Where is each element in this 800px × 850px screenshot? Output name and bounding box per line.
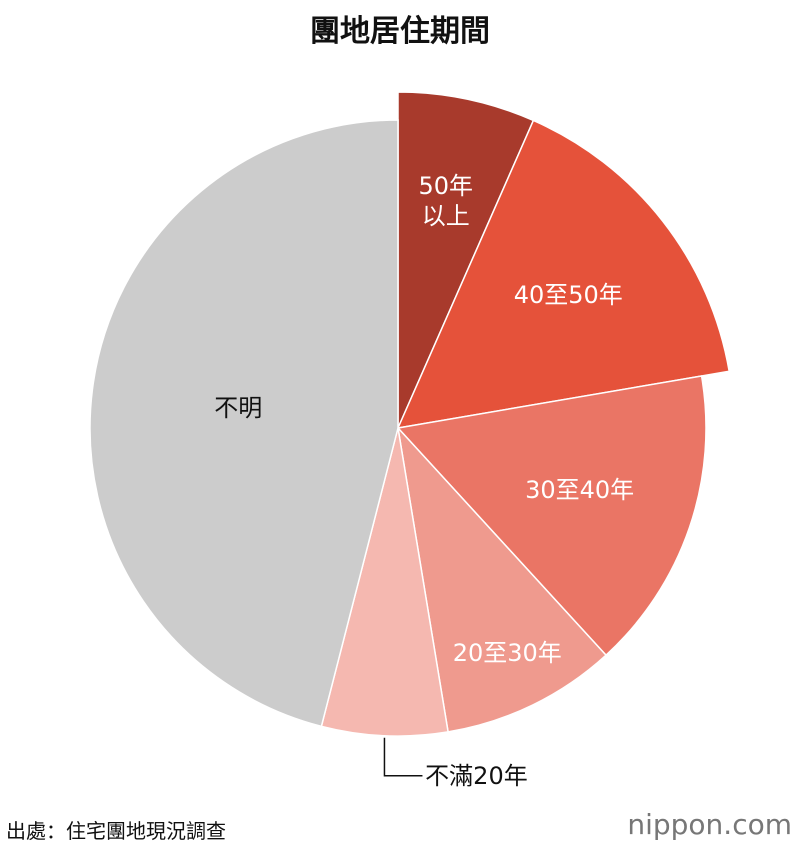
logo: nippon.com — [627, 808, 792, 841]
slice-label: 50年以上 — [418, 171, 474, 230]
pie-slice — [397, 91, 535, 429]
leader-line — [383, 737, 423, 777]
chart-title: 團地居住期間 — [310, 14, 490, 49]
slice-label: 30至40年 — [525, 476, 635, 505]
slice-label: 不明 — [214, 393, 263, 422]
slice-label: 不滿20年 — [425, 761, 528, 790]
source-note: 出處：住宅團地現況調查 — [6, 819, 226, 843]
slice-label: 40至50年 — [513, 281, 623, 310]
pie-slice — [320, 427, 449, 737]
pie-slice — [396, 375, 707, 657]
slice-label: 20至30年 — [452, 638, 562, 667]
pie-slice — [396, 119, 731, 429]
pie-slice — [89, 119, 399, 728]
pie-slice — [396, 425, 608, 733]
